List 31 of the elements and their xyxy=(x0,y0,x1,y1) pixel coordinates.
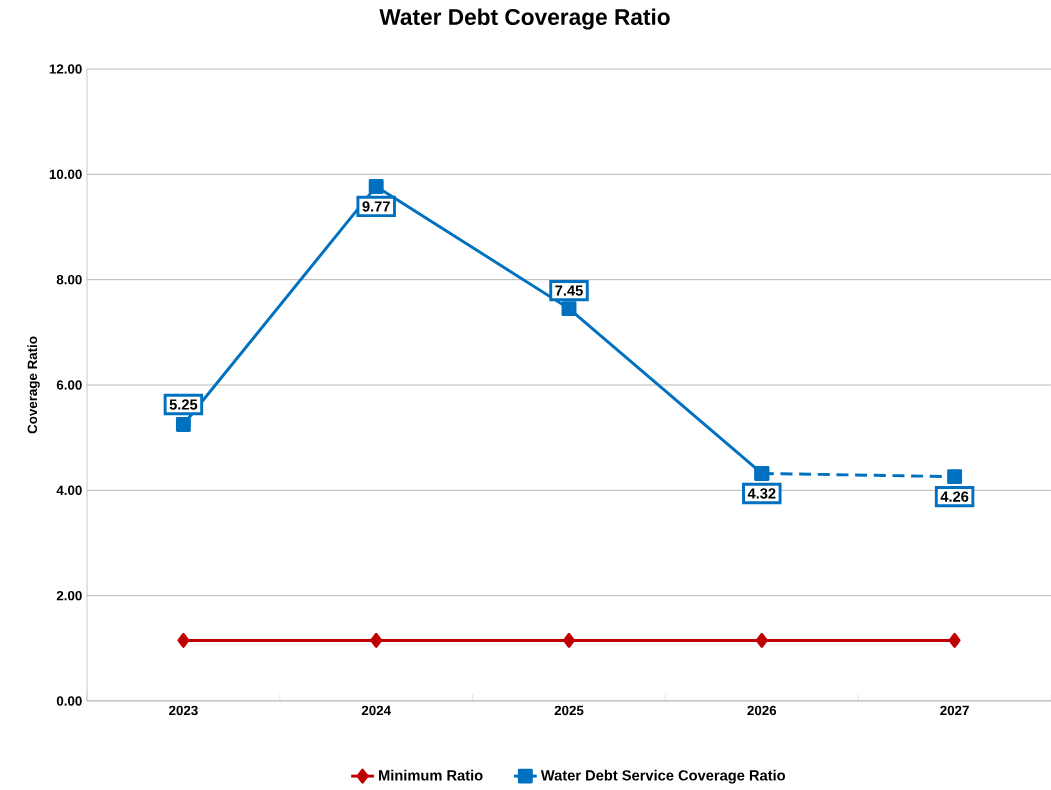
point xyxy=(948,632,961,648)
y-tick-label: 10.00 xyxy=(49,169,82,180)
y-tick-label: 6.00 xyxy=(56,380,82,390)
data-label: 9.77 xyxy=(362,201,390,212)
point xyxy=(177,632,190,648)
y-axis-title: Coverage Ratio xyxy=(27,336,40,434)
x-tick-label: 2026 xyxy=(747,705,777,716)
point xyxy=(754,466,770,481)
x-tick-label: 2023 xyxy=(169,705,198,716)
point xyxy=(947,469,963,485)
data-label: 4.32 xyxy=(747,488,776,499)
data-label: 7.45 xyxy=(555,285,583,296)
legend-label: Minimum Ratio xyxy=(379,769,483,781)
x-tick-label: 2027 xyxy=(940,705,969,716)
y-tick-label: 12.00 xyxy=(49,64,82,74)
y-tick-label: 2.00 xyxy=(56,590,82,601)
data-label: 5.25 xyxy=(169,399,198,410)
point xyxy=(561,301,577,317)
y-tick-label: 4.00 xyxy=(56,485,82,496)
point xyxy=(368,178,384,194)
data-label: 4.26 xyxy=(940,491,969,502)
x-tick-label: 2025 xyxy=(554,705,584,716)
point xyxy=(755,632,768,648)
x-tick-label: 2024 xyxy=(361,705,391,716)
y-tick-label: 8.00 xyxy=(56,274,82,285)
point xyxy=(175,417,191,432)
point xyxy=(563,632,575,648)
legend-label: Water Debt Service Coverage Ratio xyxy=(540,769,786,784)
y-tick-label: 0.00 xyxy=(56,696,82,706)
chart-title: Water Debt Coverage Ratio xyxy=(379,8,670,30)
point xyxy=(370,632,383,648)
